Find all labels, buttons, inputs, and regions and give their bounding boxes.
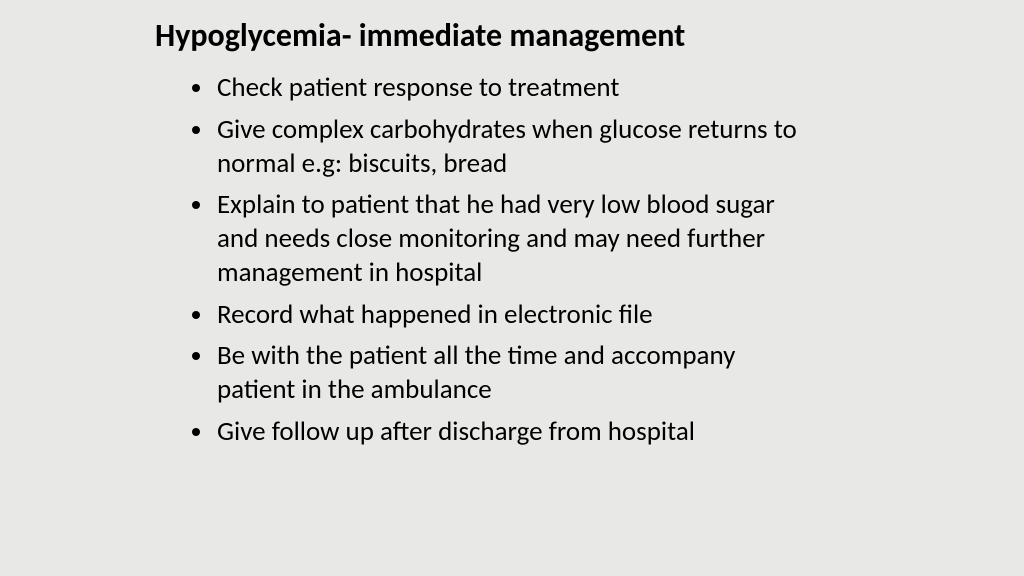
list-item: Give follow up after discharge from hosp… xyxy=(215,415,814,449)
list-item: Explain to patient that he had very low … xyxy=(215,188,814,289)
list-item: Record what happened in electronic file xyxy=(215,298,814,332)
list-item: Be with the patient all the time and acc… xyxy=(215,339,814,407)
list-item: Give complex carbohydrates when glucose … xyxy=(215,113,814,181)
list-item: Check patient response to treatment xyxy=(215,71,814,105)
bullet-list: Check patient response to treatment Give… xyxy=(0,71,1024,449)
slide: Hypoglycemia- immediate management Check… xyxy=(0,0,1024,576)
slide-title: Hypoglycemia- immediate management xyxy=(0,18,1024,53)
